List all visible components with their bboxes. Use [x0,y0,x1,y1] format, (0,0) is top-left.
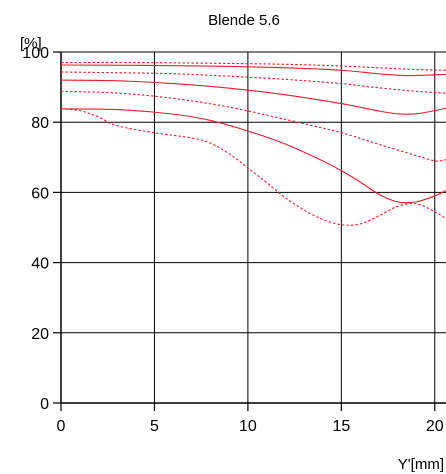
y-tick-label: 100 [22,45,49,62]
y-tick-label: 0 [40,396,49,413]
y-tick-label: 40 [31,256,49,273]
dashed-series-line-4 [60,71,446,94]
chart-title: Blende 5.6 [208,12,280,29]
series-group [60,61,446,226]
y-tick-label: 80 [31,115,49,132]
x-tick-label: 15 [332,418,350,435]
solid-series-line-5 [60,108,446,204]
x-tick-label: 5 [150,418,159,435]
dashed-series-line-7 [60,108,446,226]
x-axis-label: Y'[mm] [398,456,444,473]
dashed-series-line-6 [60,90,446,162]
y-axis-label: [%] [20,35,42,52]
x-tick-label: 10 [239,418,257,435]
y-tick-label: 20 [31,326,49,343]
grid [53,51,446,411]
x-tick-label: 20 [426,418,444,435]
x-tick-label: 0 [57,418,66,435]
solid-series-line-3 [60,79,446,115]
y-tick-label: 60 [31,185,49,202]
tick-labels: 0 20 40 60 80 100 0 5 10 15 20 [22,45,443,435]
solid-series-line-1 [60,64,446,77]
dashed-series-line-2 [60,61,446,71]
